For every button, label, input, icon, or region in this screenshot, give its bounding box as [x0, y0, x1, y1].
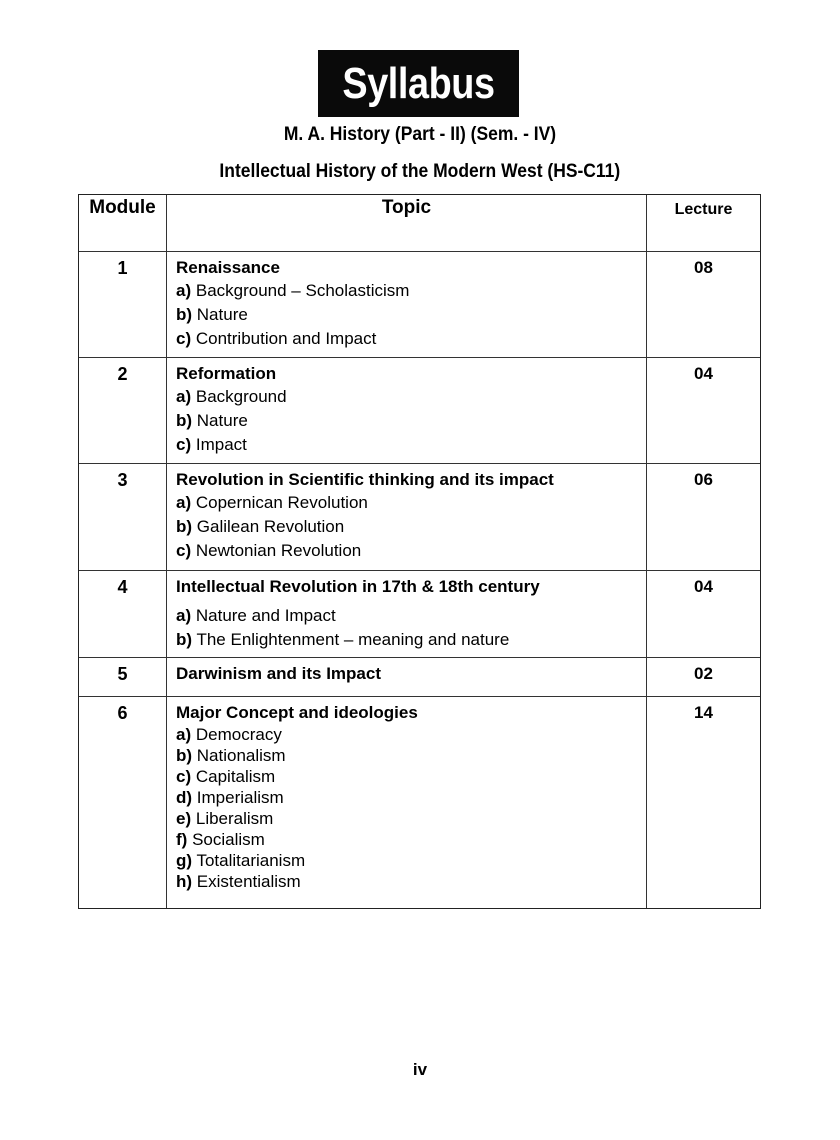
subtopic-label: c)	[176, 541, 192, 560]
module-number: 4	[79, 571, 167, 657]
subtopic-item: b) The Enlightenment – meaning and natur…	[176, 628, 646, 652]
subtopic-label: b)	[176, 305, 193, 324]
topic-title: Darwinism and its Impact	[176, 664, 381, 683]
header-module: Module	[79, 195, 167, 251]
lecture-count: 06	[694, 470, 713, 489]
table-header-row: Module Topic Lecture	[79, 195, 760, 251]
page-number: iv	[412, 1060, 428, 1079]
topic-cell: Darwinism and its Impact	[167, 658, 647, 696]
lecture-count: 04	[694, 364, 713, 383]
header-topic: Topic	[167, 195, 647, 251]
subtopic-item: b) Nationalism	[176, 745, 646, 766]
subtopic-text: Nature	[196, 411, 248, 430]
subtopic-label: c)	[176, 767, 192, 786]
subtopic-text: Galilean Revolution	[196, 517, 345, 536]
subtopic-label: b)	[176, 517, 193, 536]
subtopic-item: a) Copernican Revolution	[176, 491, 646, 515]
syllabus-table: Module Topic Lecture 1 Renaissance a) Back…	[78, 194, 761, 909]
subtopic-item: a) Background – Scholasticism	[176, 279, 646, 303]
subtopic-text: Nature and Impact	[195, 606, 336, 625]
subtopic-text: Imperialism	[196, 788, 284, 807]
subtopic-item: c) Capitalism	[176, 766, 646, 787]
subtopic-text: Newtonian Revolution	[195, 541, 362, 560]
lecture-count: 02	[694, 664, 713, 683]
subtopic-label: g)	[176, 851, 193, 870]
topic-title: Renaissance	[176, 258, 280, 277]
subtopic-text: Existentialism	[196, 872, 301, 891]
module-number: 3	[79, 464, 167, 570]
table-row: 4 Intellectual Revolution in 17th & 18th …	[79, 570, 760, 657]
subtopic-label: e)	[176, 809, 192, 828]
subtopic-text: Background – Scholasticism	[195, 281, 410, 300]
program-subtitle-text: M. A. History (Part - II) (Sem. - IV)	[283, 124, 557, 145]
subtopic-item: f) Socialism	[176, 829, 646, 850]
topic-cell: Revolution in Scientific thinking and it…	[167, 464, 647, 570]
table-row: 5 Darwinism and its Impact 02	[79, 657, 760, 696]
subtopic-text: Socialism	[192, 830, 265, 849]
subtopic-label: a)	[176, 493, 192, 512]
topic-cell: Renaissance a) Background – Scholasticism…	[167, 252, 647, 357]
module-number: 6	[79, 697, 167, 908]
topic-cell: Reformation a) Background b) Nature c) Impa…	[167, 358, 647, 463]
subtopic-label: a)	[176, 281, 192, 300]
topic-title: Reformation	[176, 364, 277, 383]
subtopic-text: The Enlightenment – meaning and nature	[196, 630, 510, 649]
course-title-text: Intellectual History of the Modern West …	[219, 161, 621, 182]
course-title: Intellectual History of the Modern West …	[0, 161, 840, 183]
subtopic-item: h) Existentialism	[176, 871, 646, 892]
subtopic-text: Contribution and Impact	[195, 329, 377, 348]
program-subtitle: M. A. History (Part - II) (Sem. - IV)	[0, 124, 840, 146]
subtopic-item: b) Nature	[176, 303, 646, 327]
lecture-count: 08	[694, 258, 713, 277]
subtopic-text: Nature	[196, 305, 248, 324]
subtopic-text: Democracy	[195, 725, 282, 744]
subtopic-label: c)	[176, 329, 192, 348]
topic-title: Intellectual Revolution in 17th & 18th c…	[176, 577, 540, 596]
table-row: 1 Renaissance a) Background – Scholasticis…	[79, 251, 760, 357]
topic-cell: Intellectual Revolution in 17th & 18th c…	[167, 571, 647, 657]
subtopic-item: e) Liberalism	[176, 808, 646, 829]
subtopic-item: a) Democracy	[176, 724, 646, 745]
topic-title: Major Concept and ideologies	[176, 703, 418, 722]
subtopic-text: Impact	[195, 435, 247, 454]
subtopic-item: a) Background	[176, 385, 646, 409]
subtopic-label: b)	[176, 630, 193, 649]
subtopic-text: Totalitarianism	[196, 851, 306, 870]
subtopic-text: Capitalism	[195, 767, 276, 786]
subtopic-item: b) Nature	[176, 409, 646, 433]
subtopic-label: f)	[176, 830, 188, 849]
subtopic-label: h)	[176, 872, 193, 891]
subtopic-label: b)	[176, 746, 193, 765]
subtopic-label: a)	[176, 606, 192, 625]
topic-title: Revolution in Scientific thinking and it…	[176, 470, 554, 489]
module-number: 2	[79, 358, 167, 463]
subtopic-label: d)	[176, 788, 193, 807]
subtopic-item: g) Totalitarianism	[176, 850, 646, 871]
subtopic-label: a)	[176, 725, 192, 744]
subtopic-item: d) Imperialism	[176, 787, 646, 808]
subtopic-label: b)	[176, 411, 193, 430]
lecture-count: 14	[694, 703, 713, 722]
subtopic-text: Nationalism	[196, 746, 286, 765]
subtopic-item: b) Galilean Revolution	[176, 515, 646, 539]
table-row: 3 Revolution in Scientific thinking and i…	[79, 463, 760, 570]
lecture-count: 04	[694, 577, 713, 596]
syllabus-title-banner: Syllabus	[318, 50, 519, 117]
table-row: 2 Reformation a) Background b) Nature c) Imp…	[79, 357, 760, 463]
subtopic-item: c) Newtonian Revolution	[176, 539, 646, 563]
subtopic-item: a) Nature and Impact	[176, 604, 646, 628]
table-row: 6 Major Concept and ideologies a) Democrac…	[79, 696, 760, 908]
subtopic-text: Copernican Revolution	[195, 493, 368, 512]
module-number: 5	[79, 658, 167, 696]
subtopic-label: c)	[176, 435, 192, 454]
subtopic-item: c) Contribution and Impact	[176, 327, 646, 351]
module-number: 1	[79, 252, 167, 357]
page-title: Syllabus	[342, 58, 495, 108]
header-lecture: Lecture	[674, 201, 733, 218]
subtopic-label: a)	[176, 387, 192, 406]
subtopic-text: Liberalism	[195, 809, 274, 828]
topic-cell: Major Concept and ideologies a) Democracy…	[167, 697, 647, 908]
subtopic-item: c) Impact	[176, 433, 646, 457]
subtopic-text: Background	[195, 387, 287, 406]
